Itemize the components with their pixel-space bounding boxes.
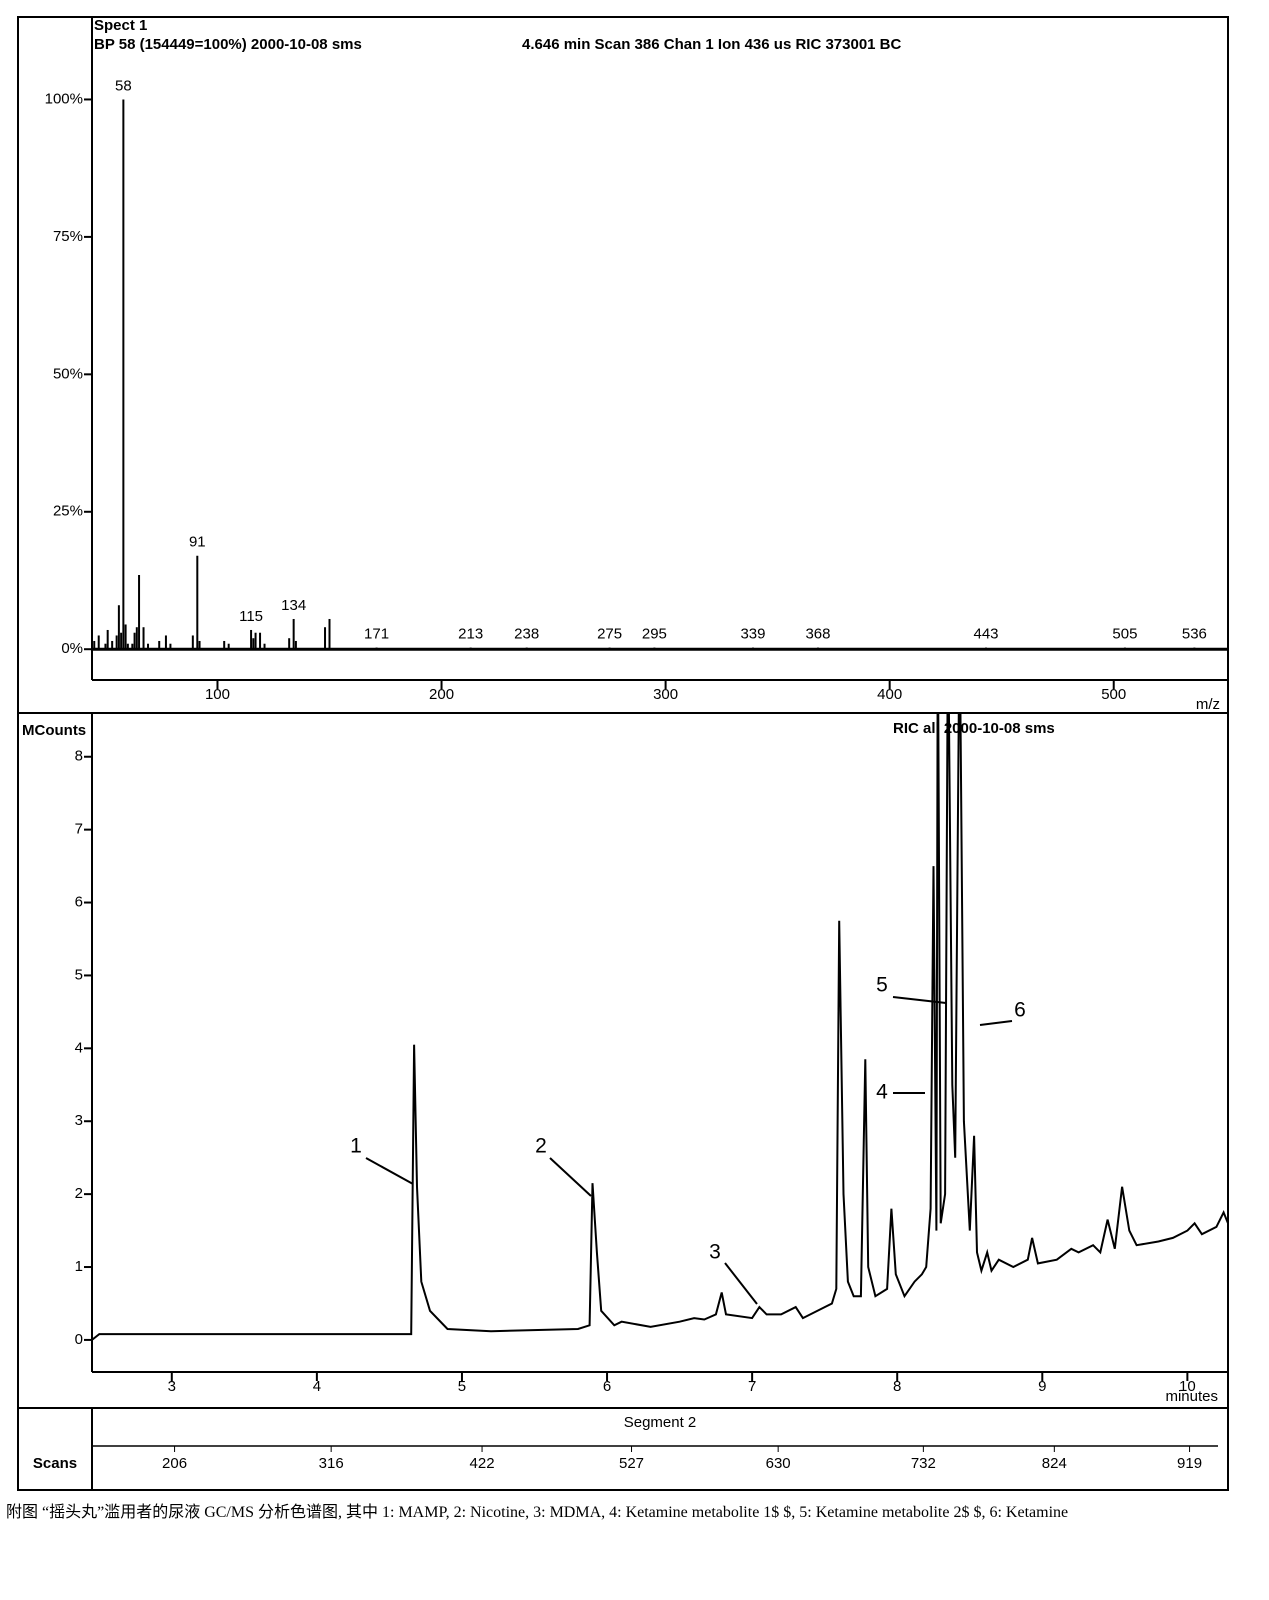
- x-tick-label: 500: [1101, 686, 1126, 703]
- spectrum-annotation: 4.646 min Scan 386 Chan 1 Ion 436 us RIC…: [522, 36, 902, 53]
- caption: 附图 “摇头丸”滥用者的尿液 GC/MS 分析色谱图, 其中 1: MAMP, …: [6, 1504, 1069, 1521]
- peak-annotation: 1: [350, 1135, 362, 1158]
- scan-tick-label: 316: [319, 1455, 344, 1472]
- peak-label: 505: [1112, 626, 1137, 643]
- peak-annotation: 3: [709, 1241, 721, 1264]
- y-tick-label: 6: [75, 894, 83, 911]
- y-tick-label: 2: [75, 1185, 83, 1202]
- x-tick-label: 400: [877, 686, 902, 703]
- x-axis-label: m/z: [1196, 696, 1220, 713]
- peak-label: 238: [514, 626, 539, 643]
- peak-label: 213: [458, 626, 483, 643]
- spectrum-subtitle: BP 58 (154449=100%) 2000-10-08 sms: [94, 36, 362, 53]
- y-tick-label: 0: [75, 1331, 83, 1348]
- scan-tick-label: 824: [1042, 1455, 1067, 1472]
- peak-label: 275: [597, 626, 622, 643]
- scan-tick-label: 630: [766, 1455, 791, 1472]
- peak-label: 368: [805, 626, 830, 643]
- y-tick-label: 75%: [53, 228, 83, 245]
- y-tick-label: 5: [75, 966, 83, 983]
- x-tick-label: 10: [1179, 1378, 1196, 1395]
- spectrum-frame: [17, 16, 1229, 714]
- peak-annotation: 2: [535, 1135, 547, 1158]
- chromatogram-frame: [17, 712, 1229, 1409]
- y-axis-label: MCounts: [22, 722, 86, 739]
- scans-label: Scans: [33, 1455, 77, 1472]
- x-tick-label: 100: [205, 686, 230, 703]
- leader-line: [724, 1262, 758, 1305]
- scan-tick-label: 422: [470, 1455, 495, 1472]
- y-tick-label: 25%: [53, 503, 83, 520]
- y-tick-label: 3: [75, 1112, 83, 1129]
- x-tick-label: 5: [458, 1378, 466, 1395]
- peak-annotation: 4: [876, 1081, 888, 1104]
- scan-tick-label: 527: [619, 1455, 644, 1472]
- peak-label: 171: [364, 626, 389, 643]
- peak-label: 134: [281, 597, 306, 614]
- x-tick-label: 9: [1038, 1378, 1046, 1395]
- peak-label: 295: [642, 626, 667, 643]
- x-tick-label: 300: [653, 686, 678, 703]
- scans-frame: [17, 1407, 1229, 1491]
- figure: Spect 1 BP 58 (154449=100%) 2000-10-08 s…: [17, 16, 1229, 1491]
- x-axis-label: minutes: [1165, 1388, 1218, 1405]
- y-tick-label: 1: [75, 1258, 83, 1275]
- peak-annotation: 6: [1014, 999, 1026, 1022]
- segment-label: Segment 2: [624, 1414, 697, 1431]
- leader-line: [365, 1157, 414, 1185]
- x-tick-label: 4: [313, 1378, 321, 1395]
- peak-label: 339: [740, 626, 765, 643]
- peak-label: 536: [1182, 626, 1207, 643]
- x-tick-label: 200: [429, 686, 454, 703]
- x-tick-label: 3: [168, 1378, 176, 1395]
- y-tick-label: 8: [75, 748, 83, 765]
- scan-tick-label: 919: [1177, 1455, 1202, 1472]
- y-tick-label: 7: [75, 821, 83, 838]
- y-tick-label: 0%: [61, 640, 83, 657]
- x-tick-label: 8: [893, 1378, 901, 1395]
- peak-label: 58: [115, 77, 132, 94]
- x-tick-label: 7: [748, 1378, 756, 1395]
- spectrum-title: Spect 1: [94, 17, 147, 34]
- peak-label: 91: [189, 534, 206, 551]
- y-tick-label: 100%: [45, 90, 83, 107]
- peak-label: 443: [973, 626, 998, 643]
- peak-label: 115: [239, 608, 263, 625]
- leader-line: [892, 996, 947, 1004]
- scan-tick-label: 732: [911, 1455, 936, 1472]
- leader-line: [549, 1157, 592, 1197]
- peak-annotation: 5: [876, 974, 888, 997]
- y-tick-label: 50%: [53, 365, 83, 382]
- x-tick-label: 6: [603, 1378, 611, 1395]
- chromatogram-annotation: RIC all 2000-10-08 sms: [893, 720, 1055, 737]
- chromatogram-line: [92, 713, 1228, 1341]
- leader-line: [979, 1020, 1013, 1026]
- y-tick-label: 4: [75, 1039, 83, 1056]
- scan-tick-label: 206: [162, 1455, 187, 1472]
